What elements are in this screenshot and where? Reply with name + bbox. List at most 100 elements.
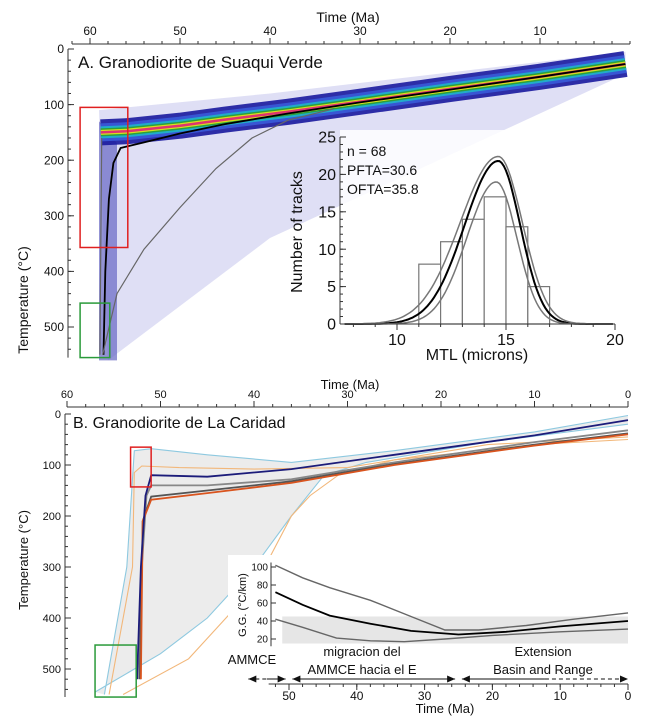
x-tick-label: 15 xyxy=(497,332,515,349)
gg-y-tick-label: 40 xyxy=(257,617,269,628)
x-tick-label: 60 xyxy=(61,389,73,401)
period-migracion-line1: migracion del xyxy=(323,644,400,659)
histogram-bar xyxy=(418,263,442,325)
arrow-head xyxy=(248,675,257,683)
panel-b-ylabel: Temperature (°C) xyxy=(16,510,31,610)
gg-curves xyxy=(275,564,629,643)
y-tick-label: 25 xyxy=(318,130,336,147)
y-tick-label: 200 xyxy=(44,153,64,167)
y-tick-label: 10 xyxy=(318,242,336,259)
gg-y-tick-label: 20 xyxy=(257,635,269,646)
x-tick-label: 40 xyxy=(263,24,277,38)
y-tick-label: 0 xyxy=(327,317,336,334)
panel-b-paths xyxy=(94,414,629,695)
period-ammce: AMMCE xyxy=(228,652,277,667)
a-series-1 xyxy=(102,108,334,355)
panel-b-xlabel: Time (Ma) xyxy=(321,377,380,392)
x-tick-label: 10 xyxy=(388,332,406,349)
x-tick-label: 50 xyxy=(173,24,187,38)
gg-y-tick-label: 100 xyxy=(251,563,268,574)
gg-x-tick-label: 50 xyxy=(282,689,296,703)
panel-b-title: B. Granodiorite de La Caridad xyxy=(73,415,286,432)
x-tick-label: 10 xyxy=(533,24,547,38)
constraint-box-0 xyxy=(79,106,129,249)
b-series-0 xyxy=(103,414,629,695)
b-series-4 xyxy=(138,429,629,680)
arrow-head xyxy=(447,675,456,683)
period-extension-line1: Extension xyxy=(514,644,571,659)
y-tick-label: 20 xyxy=(318,167,336,184)
histogram-bar xyxy=(461,218,485,325)
fit-curve-1 xyxy=(344,155,613,325)
panel-a-constraints xyxy=(79,106,129,359)
constraint-box-1 xyxy=(79,302,111,359)
histogram-ylabel: Number of tracks xyxy=(289,171,306,293)
y-tick-label: 500 xyxy=(44,320,64,334)
period-extension-line2: Basin and Range xyxy=(493,662,593,677)
gg-y-tick-label: 60 xyxy=(257,599,269,610)
histogram-xlabel: MTL (microns) xyxy=(426,347,529,364)
y-tick-label: 0 xyxy=(57,42,64,56)
gg-x-tick-label: 10 xyxy=(554,689,568,703)
arrow-head xyxy=(620,675,628,683)
y-tick-label: 200 xyxy=(43,511,61,523)
constraint-box-1 xyxy=(94,644,137,698)
y-tick-label: 5 xyxy=(327,279,336,296)
gg-xlabel: Time (Ma) xyxy=(416,701,475,716)
histogram-bar xyxy=(440,241,464,325)
x-tick-label: 60 xyxy=(83,24,97,38)
x-tick-label: 10 xyxy=(528,389,540,401)
b-series-2 xyxy=(108,436,629,695)
panel-a-ylabel: Temperature (°C) xyxy=(15,246,31,354)
arrow-head xyxy=(461,675,470,683)
arrow-head xyxy=(292,675,301,683)
x-tick-label: 20 xyxy=(435,389,447,401)
histogram-bar xyxy=(483,196,507,325)
histogram-axes: 10 15 20 0 5 10 15 20 25 xyxy=(318,130,624,349)
gg-ylabel: G.G. (°C/km) xyxy=(237,573,249,637)
b-series-7 xyxy=(136,419,629,680)
y-tick-label: 100 xyxy=(43,460,61,472)
y-tick-label: 15 xyxy=(318,204,336,221)
annotation-pfta: PFTA=30.6 xyxy=(347,162,417,178)
x-tick-label: 20 xyxy=(443,24,457,38)
gg-y-tick-label: 80 xyxy=(257,581,269,592)
x-tick-label: 40 xyxy=(248,389,260,401)
y-tick-label: 0 xyxy=(55,409,61,421)
panel-b-constraints xyxy=(94,446,152,698)
gg-x-tick-label: 40 xyxy=(350,689,364,703)
envelope-fill xyxy=(95,415,629,695)
arrow-head xyxy=(277,675,286,683)
x-tick-label: 30 xyxy=(353,24,367,38)
gg-x-tick-label: 0 xyxy=(625,689,632,703)
period-migracion-line2: AMMCE hacia el E xyxy=(307,662,416,677)
gg-x-tick-label: 20 xyxy=(486,689,500,703)
gg-series-2 xyxy=(275,618,629,643)
a-series-2 xyxy=(99,137,103,355)
a-series-0 xyxy=(102,63,626,355)
annotation-ofta: OFTA=35.8 xyxy=(347,181,419,197)
x-tick-label: 20 xyxy=(606,332,624,349)
tectonic-periods xyxy=(248,675,628,683)
panel-a-xlabel: Time (Ma) xyxy=(316,9,379,25)
y-tick-label: 400 xyxy=(44,265,64,279)
constraint-box-0 xyxy=(129,446,152,488)
y-tick-label: 400 xyxy=(43,613,61,625)
histogram-inset: 10 15 20 0 5 10 15 20 25 n = 68 PFTA=30.6 OFTA=3… xyxy=(289,130,624,364)
panel-a-title: A. Granodiorite de Suaqui Verde xyxy=(78,53,323,72)
gg-series-0 xyxy=(275,564,629,631)
x-tick-label: 50 xyxy=(154,389,166,401)
y-tick-label: 100 xyxy=(44,98,64,112)
gg-series-1 xyxy=(275,591,629,636)
annotation-n: n = 68 xyxy=(347,143,387,159)
y-tick-label: 300 xyxy=(44,209,64,223)
x-tick-label: 30 xyxy=(341,389,353,401)
y-tick-label: 300 xyxy=(43,562,61,574)
